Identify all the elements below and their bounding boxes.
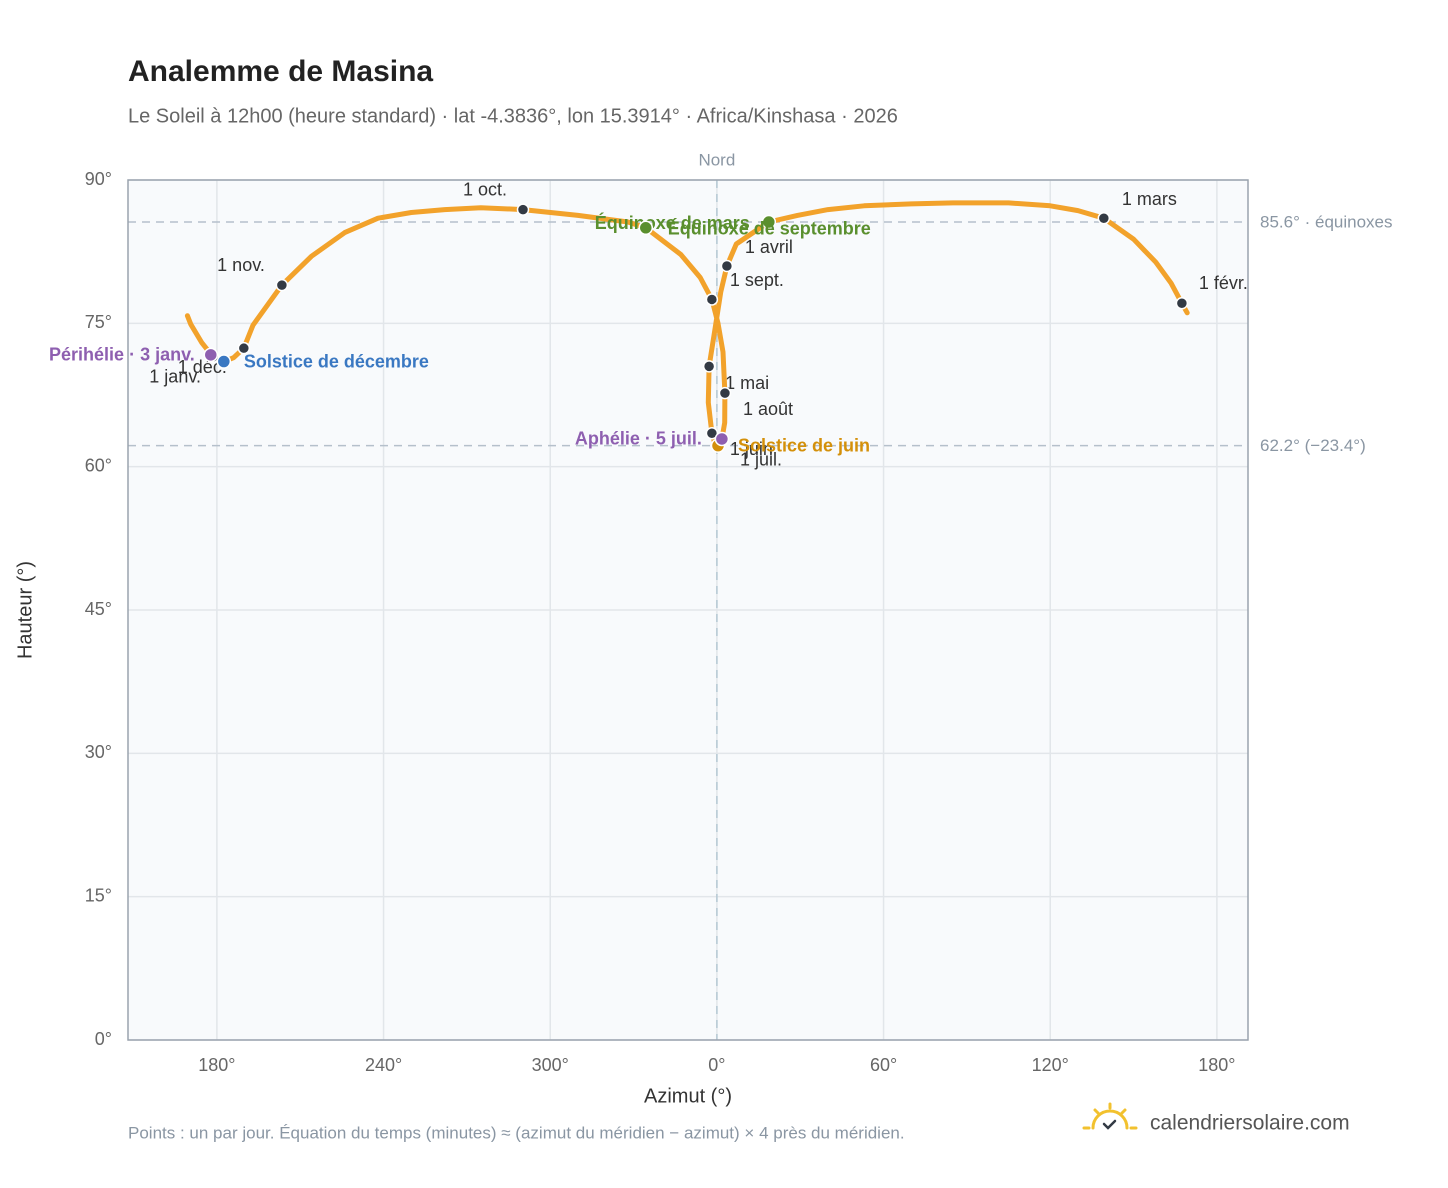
event-marker [714,431,730,447]
event-label: Équinoxe de septembre [668,218,871,239]
month-marker [720,259,734,273]
footnote: Points : un par jour. Équation du temps … [128,1123,905,1142]
month-label: 1 juin [730,439,773,459]
event-marker [203,347,219,363]
y-tick-label: 15° [85,885,112,905]
y-tick-label: 90° [85,169,112,189]
event-label: Équinoxe de mars [595,212,750,233]
month-label: 1 oct. [463,179,507,199]
plot-frame [127,179,1249,1041]
event-marker [216,354,232,369]
month-label: 1 nov. [217,255,265,275]
event-label: Solstice de décembre [244,351,429,371]
x-tick-label: 300° [532,1055,569,1075]
y-tick-label: 75° [85,312,112,332]
event-label: Périhélie · 3 janv. [49,345,195,365]
event-marker [761,214,777,230]
brand-icon [1082,1102,1138,1130]
month-label: 1 août [743,399,793,419]
month-label: 1 janv. [149,367,201,387]
reference-label: 62.2° (−23.4°) [1260,436,1366,455]
meridian-label: Nord [698,150,735,169]
x-tick-label: 180° [198,1055,235,1075]
y-tick-label: 0° [95,1029,112,1049]
event-marker [638,220,654,236]
chart-title: Analemme de Masina [128,55,433,88]
y-tick-label: 45° [85,599,112,619]
x-axis-title: Azimut (°) [644,1085,732,1107]
event-label: Solstice de juin [738,435,870,455]
month-marker [516,203,530,216]
month-label: 1 avril [745,237,793,257]
month-label: 1 mai [725,373,769,393]
chart-subtitle: Le Soleil à 12h00 (heure standard) · lat… [128,105,898,127]
month-label: 1 déc. [178,357,227,377]
month-label: 1 juil. [740,449,782,469]
brand-name: calendriersolaire.com [1150,1112,1350,1135]
y-tick-label: 30° [85,742,112,762]
y-axis-title: Hauteur (°) [14,561,36,659]
month-marker [705,426,719,440]
x-tick-label: 180° [1198,1055,1235,1075]
month-label: 1 mars [1122,189,1177,209]
month-label: 1 sept. [730,270,784,290]
month-marker [275,278,289,292]
month-marker [237,341,251,355]
month-label: 1 févr. [1199,273,1248,293]
month-marker [705,293,719,306]
event-label: Aphélie · 5 juil. [575,429,702,449]
x-tick-label: 0° [708,1055,725,1075]
month-marker [702,360,716,373]
x-tick-label: 240° [365,1055,402,1075]
x-tick-label: 60° [870,1055,897,1075]
month-marker [1097,211,1111,225]
reference-label: 85.6° · équinoxes [1260,213,1393,232]
x-tick-label: 120° [1032,1055,1069,1075]
month-marker [718,386,732,400]
month-marker [1175,297,1189,310]
y-tick-label: 60° [85,455,112,475]
